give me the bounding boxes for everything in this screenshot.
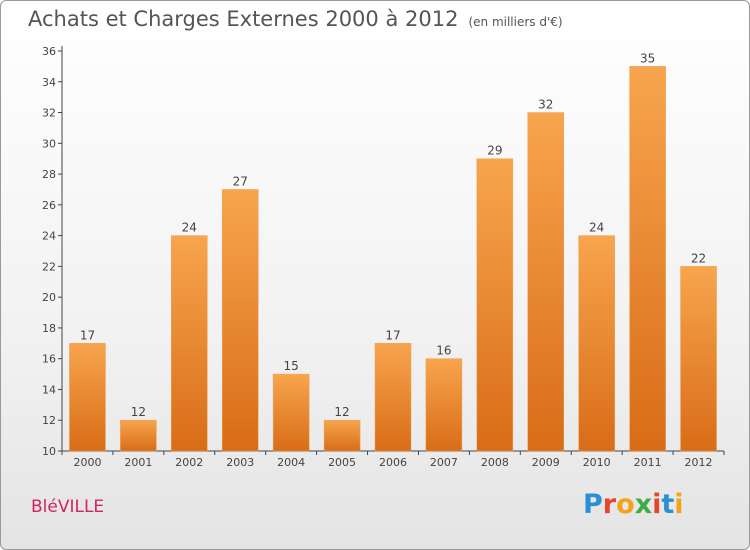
bar [425,358,463,452]
chart-title-block: Achats et Charges Externes 2000 à 2012 (e… [28,7,563,31]
chart-unit: (en milliers d'€) [468,15,563,29]
data-label: 16 [436,344,451,358]
proxiti-logo[interactable]: Proxiti [583,489,684,520]
data-label: 29 [487,144,502,158]
y-tick-label: 16 [42,353,56,366]
data-label: 15 [284,359,299,373]
data-label: 27 [233,174,248,188]
data-label: 17 [80,328,95,342]
x-tick-label: 2006 [379,456,407,469]
data-label: 22 [691,251,706,265]
y-tick-label: 36 [42,45,56,58]
axes: 10 12 14 16 18 20 22 24 26 28 30 32 34 36 2000 2001 2002… [42,45,725,469]
logo-letter: o [616,489,635,520]
x-tick-label: 2008 [481,456,509,469]
logo-letter: x [634,489,653,520]
bar [272,373,310,452]
x-tick-label: 2001 [124,456,152,469]
bar [476,158,514,452]
bar [527,112,565,452]
y-tick-label: 20 [42,291,56,304]
y-tick-label: 32 [42,107,56,120]
x-tick-label: 2000 [73,456,101,469]
y-tick-label: 28 [42,168,56,181]
y-tick-label: 24 [42,230,56,243]
y-tick-label: 18 [42,322,56,335]
y-tick-label: 30 [42,137,56,150]
y-tick-label: 12 [42,414,56,427]
x-tick-label: 2004 [277,456,305,469]
logo-letter: i [652,489,662,520]
data-label: 17 [385,328,400,342]
bar [69,343,106,452]
y-tick-label: 10 [42,445,56,458]
bars [69,66,717,452]
chart-title: Achats et Charges Externes 2000 à 2012 [28,7,459,31]
bar [629,66,666,452]
logo-letter: r [602,489,617,520]
y-tick-label: 26 [42,199,56,212]
data-label: 12 [334,405,349,419]
logo-letter: t [661,489,675,520]
bar [680,266,717,452]
x-tick-label: 2005 [328,456,356,469]
x-tick-label: 2002 [175,456,203,469]
data-label: 24 [589,221,604,235]
data-label: 12 [131,405,146,419]
logo-letter: P [583,489,603,520]
data-label: 35 [640,51,655,65]
x-tick-label: 2009 [532,456,560,469]
commune-name: BléVILLE [31,497,105,517]
data-label: 24 [182,221,197,235]
data-labels: 17 12 24 27 15 12 17 16 29 32 24 35 22 [80,51,706,419]
bar [323,419,361,452]
logo-letter: i [674,489,684,520]
data-label: 32 [538,98,553,112]
y-tick-label: 14 [42,383,56,396]
x-tick-label: 2012 [685,456,713,469]
bar [120,419,157,452]
y-tick-label: 34 [42,76,56,89]
bar [171,235,208,452]
bar [578,235,615,452]
bar [374,343,412,452]
bar [221,189,259,452]
x-tick-label: 2011 [634,456,662,469]
x-tick-label: 2003 [226,456,254,469]
y-tick-label: 22 [42,260,56,273]
x-tick-label: 2007 [430,456,458,469]
x-tick-label: 2010 [583,456,611,469]
